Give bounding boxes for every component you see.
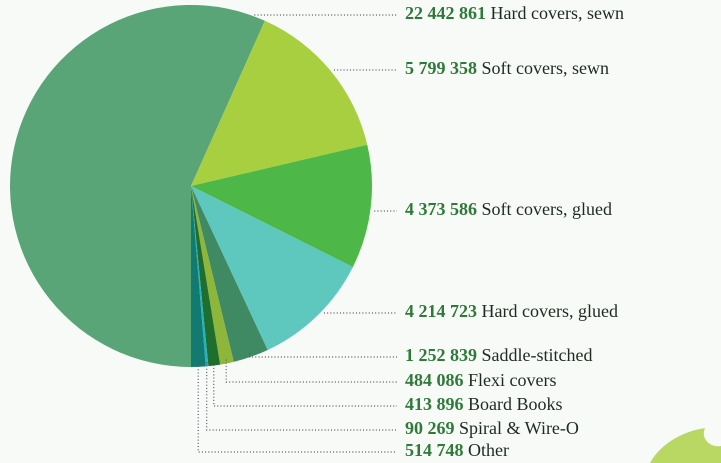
decoration (650, 428, 721, 463)
category-label: Soft covers, sewn (482, 58, 609, 78)
slice-label: 484 086 Flexi covers (405, 370, 556, 390)
value-label: 484 086 (405, 370, 464, 390)
value-label: 413 896 (405, 394, 464, 414)
leader-line (207, 362, 397, 430)
leader-line (214, 362, 397, 406)
slice-label: 1 252 839 Saddle-stitched (405, 345, 592, 365)
leader-line (198, 363, 397, 452)
category-label: Other (468, 440, 509, 460)
chart: 22 442 861 Hard covers, sewn 5 799 358 So… (0, 0, 721, 463)
category-label: Spiral & Wire-O (459, 418, 579, 438)
slice-label: 5 799 358 Soft covers, sewn (405, 58, 609, 78)
leader-line (250, 353, 397, 357)
category-label: Hard covers, glued (482, 301, 618, 321)
category-label: Hard covers, sewn (491, 3, 624, 23)
value-label: 22 442 861 (405, 3, 486, 23)
category-label: Soft covers, glued (482, 199, 612, 219)
slice-label: 90 269 Spiral & Wire-O (405, 418, 579, 438)
slice-label: 4 214 723 Hard covers, glued (405, 301, 618, 321)
value-label: 4 373 586 (405, 199, 477, 219)
value-label: 90 269 (405, 418, 455, 438)
value-label: 514 748 (405, 440, 464, 460)
value-label: 5 799 358 (405, 58, 477, 78)
value-label: 1 252 839 (405, 345, 477, 365)
category-label: Flexi covers (468, 370, 556, 390)
category-label: Saddle-stitched (482, 345, 593, 365)
slice-label: 413 896 Board Books (405, 394, 563, 414)
leaf-decoration (650, 428, 721, 463)
slice-label: 22 442 861 Hard covers, sewn (405, 3, 624, 23)
category-label: Board Books (468, 394, 563, 414)
slice-label: 4 373 586 Soft covers, glued (405, 199, 612, 219)
leader-line (226, 359, 397, 382)
value-label: 4 214 723 (405, 301, 477, 321)
slice-label: 514 748 Other (405, 440, 509, 460)
